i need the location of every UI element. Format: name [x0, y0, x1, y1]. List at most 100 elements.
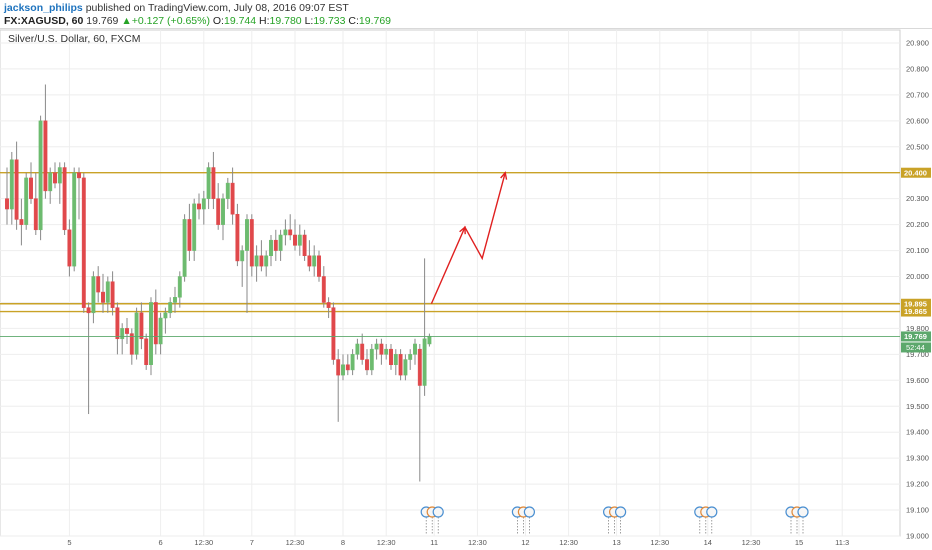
candle[interactable] [72, 172, 77, 267]
candle[interactable] [350, 354, 355, 371]
candle[interactable] [19, 219, 24, 225]
event-flag-icon[interactable] [523, 506, 536, 518]
candle[interactable] [403, 359, 408, 376]
candle[interactable] [302, 234, 307, 257]
candle[interactable] [197, 203, 201, 210]
candle[interactable] [53, 172, 57, 184]
candle[interactable] [101, 291, 105, 303]
candle[interactable] [360, 343, 365, 360]
candle[interactable] [413, 343, 417, 355]
candle[interactable] [5, 198, 9, 210]
candle[interactable] [96, 276, 101, 293]
candle[interactable] [33, 198, 38, 231]
candle[interactable] [105, 281, 110, 303]
candle[interactable] [336, 359, 341, 376]
candle[interactable] [187, 219, 192, 251]
candle[interactable] [384, 348, 389, 355]
candle[interactable] [393, 354, 398, 365]
candle[interactable] [389, 348, 393, 365]
candle[interactable] [24, 177, 29, 225]
candle[interactable] [365, 359, 369, 371]
candle[interactable] [67, 229, 72, 267]
candle[interactable] [230, 182, 235, 215]
candle[interactable] [240, 250, 245, 262]
candle[interactable] [201, 198, 206, 210]
candle[interactable] [369, 348, 374, 371]
candle[interactable] [149, 302, 153, 365]
candle[interactable] [9, 159, 14, 210]
candle[interactable] [81, 177, 86, 308]
candle[interactable] [269, 239, 273, 257]
candle[interactable] [341, 364, 345, 376]
y-tick-label: 19.400 [906, 428, 929, 437]
candle[interactable] [211, 167, 216, 199]
event-flag-icon[interactable] [706, 506, 718, 518]
candle[interactable] [48, 172, 53, 192]
candle[interactable] [91, 276, 96, 314]
candle[interactable] [173, 297, 177, 303]
candle[interactable] [345, 364, 350, 371]
candle[interactable] [427, 335, 432, 345]
candle[interactable] [398, 354, 403, 376]
candle[interactable] [293, 234, 297, 246]
candle[interactable] [379, 343, 384, 355]
candle[interactable] [86, 307, 91, 314]
candle[interactable] [326, 302, 331, 308]
candle[interactable] [307, 255, 312, 267]
candle[interactable] [206, 167, 211, 199]
candle[interactable] [235, 213, 240, 262]
candle[interactable] [129, 333, 134, 355]
candle[interactable] [355, 343, 360, 355]
candle[interactable] [288, 229, 293, 236]
candle[interactable] [312, 255, 317, 267]
candle[interactable] [331, 307, 336, 360]
low-value: 19.733 [313, 15, 346, 27]
candle[interactable] [225, 182, 230, 199]
candle[interactable] [134, 312, 139, 355]
candle[interactable] [177, 276, 182, 298]
candle[interactable] [153, 302, 158, 345]
symbol-line: FX:XAGUSD, 60 19.769 ▲+0.127 (+0.65%) O:… [4, 15, 391, 28]
candle[interactable] [163, 312, 168, 319]
candle[interactable] [422, 338, 427, 386]
candle[interactable] [278, 234, 283, 251]
candle[interactable] [29, 177, 33, 199]
candle[interactable] [259, 255, 264, 267]
candle[interactable] [77, 172, 81, 179]
candle[interactable] [264, 255, 269, 267]
candle[interactable] [158, 317, 163, 345]
candle[interactable] [43, 120, 48, 192]
candle[interactable] [216, 198, 221, 225]
candle[interactable] [283, 229, 288, 236]
candle[interactable] [317, 255, 321, 277]
candle[interactable] [374, 343, 379, 350]
last-price-label: 19.769 [904, 332, 927, 341]
candle[interactable] [14, 159, 19, 220]
candle[interactable] [192, 203, 197, 251]
candle[interactable] [273, 239, 278, 251]
event-flag-icon[interactable] [432, 506, 444, 518]
candle[interactable] [221, 198, 225, 225]
candle[interactable] [321, 276, 326, 303]
candle[interactable] [249, 219, 254, 267]
candle[interactable] [139, 312, 144, 340]
candle[interactable] [245, 219, 249, 251]
candle[interactable] [120, 328, 125, 340]
candle[interactable] [125, 328, 129, 334]
candle[interactable] [168, 302, 173, 314]
candle[interactable] [110, 281, 115, 308]
candle[interactable] [57, 167, 62, 184]
event-flag-icon[interactable] [614, 506, 627, 518]
candle[interactable] [62, 167, 67, 231]
author-link[interactable]: jackson_philips [4, 2, 83, 14]
candle[interactable] [38, 120, 43, 231]
candle[interactable] [182, 219, 187, 277]
candle[interactable] [297, 234, 302, 246]
candle[interactable] [254, 255, 259, 267]
candle[interactable] [115, 307, 120, 340]
candle[interactable] [144, 338, 149, 365]
candle[interactable] [408, 354, 413, 360]
event-flag-icon[interactable] [797, 506, 809, 518]
candle[interactable] [417, 348, 422, 386]
